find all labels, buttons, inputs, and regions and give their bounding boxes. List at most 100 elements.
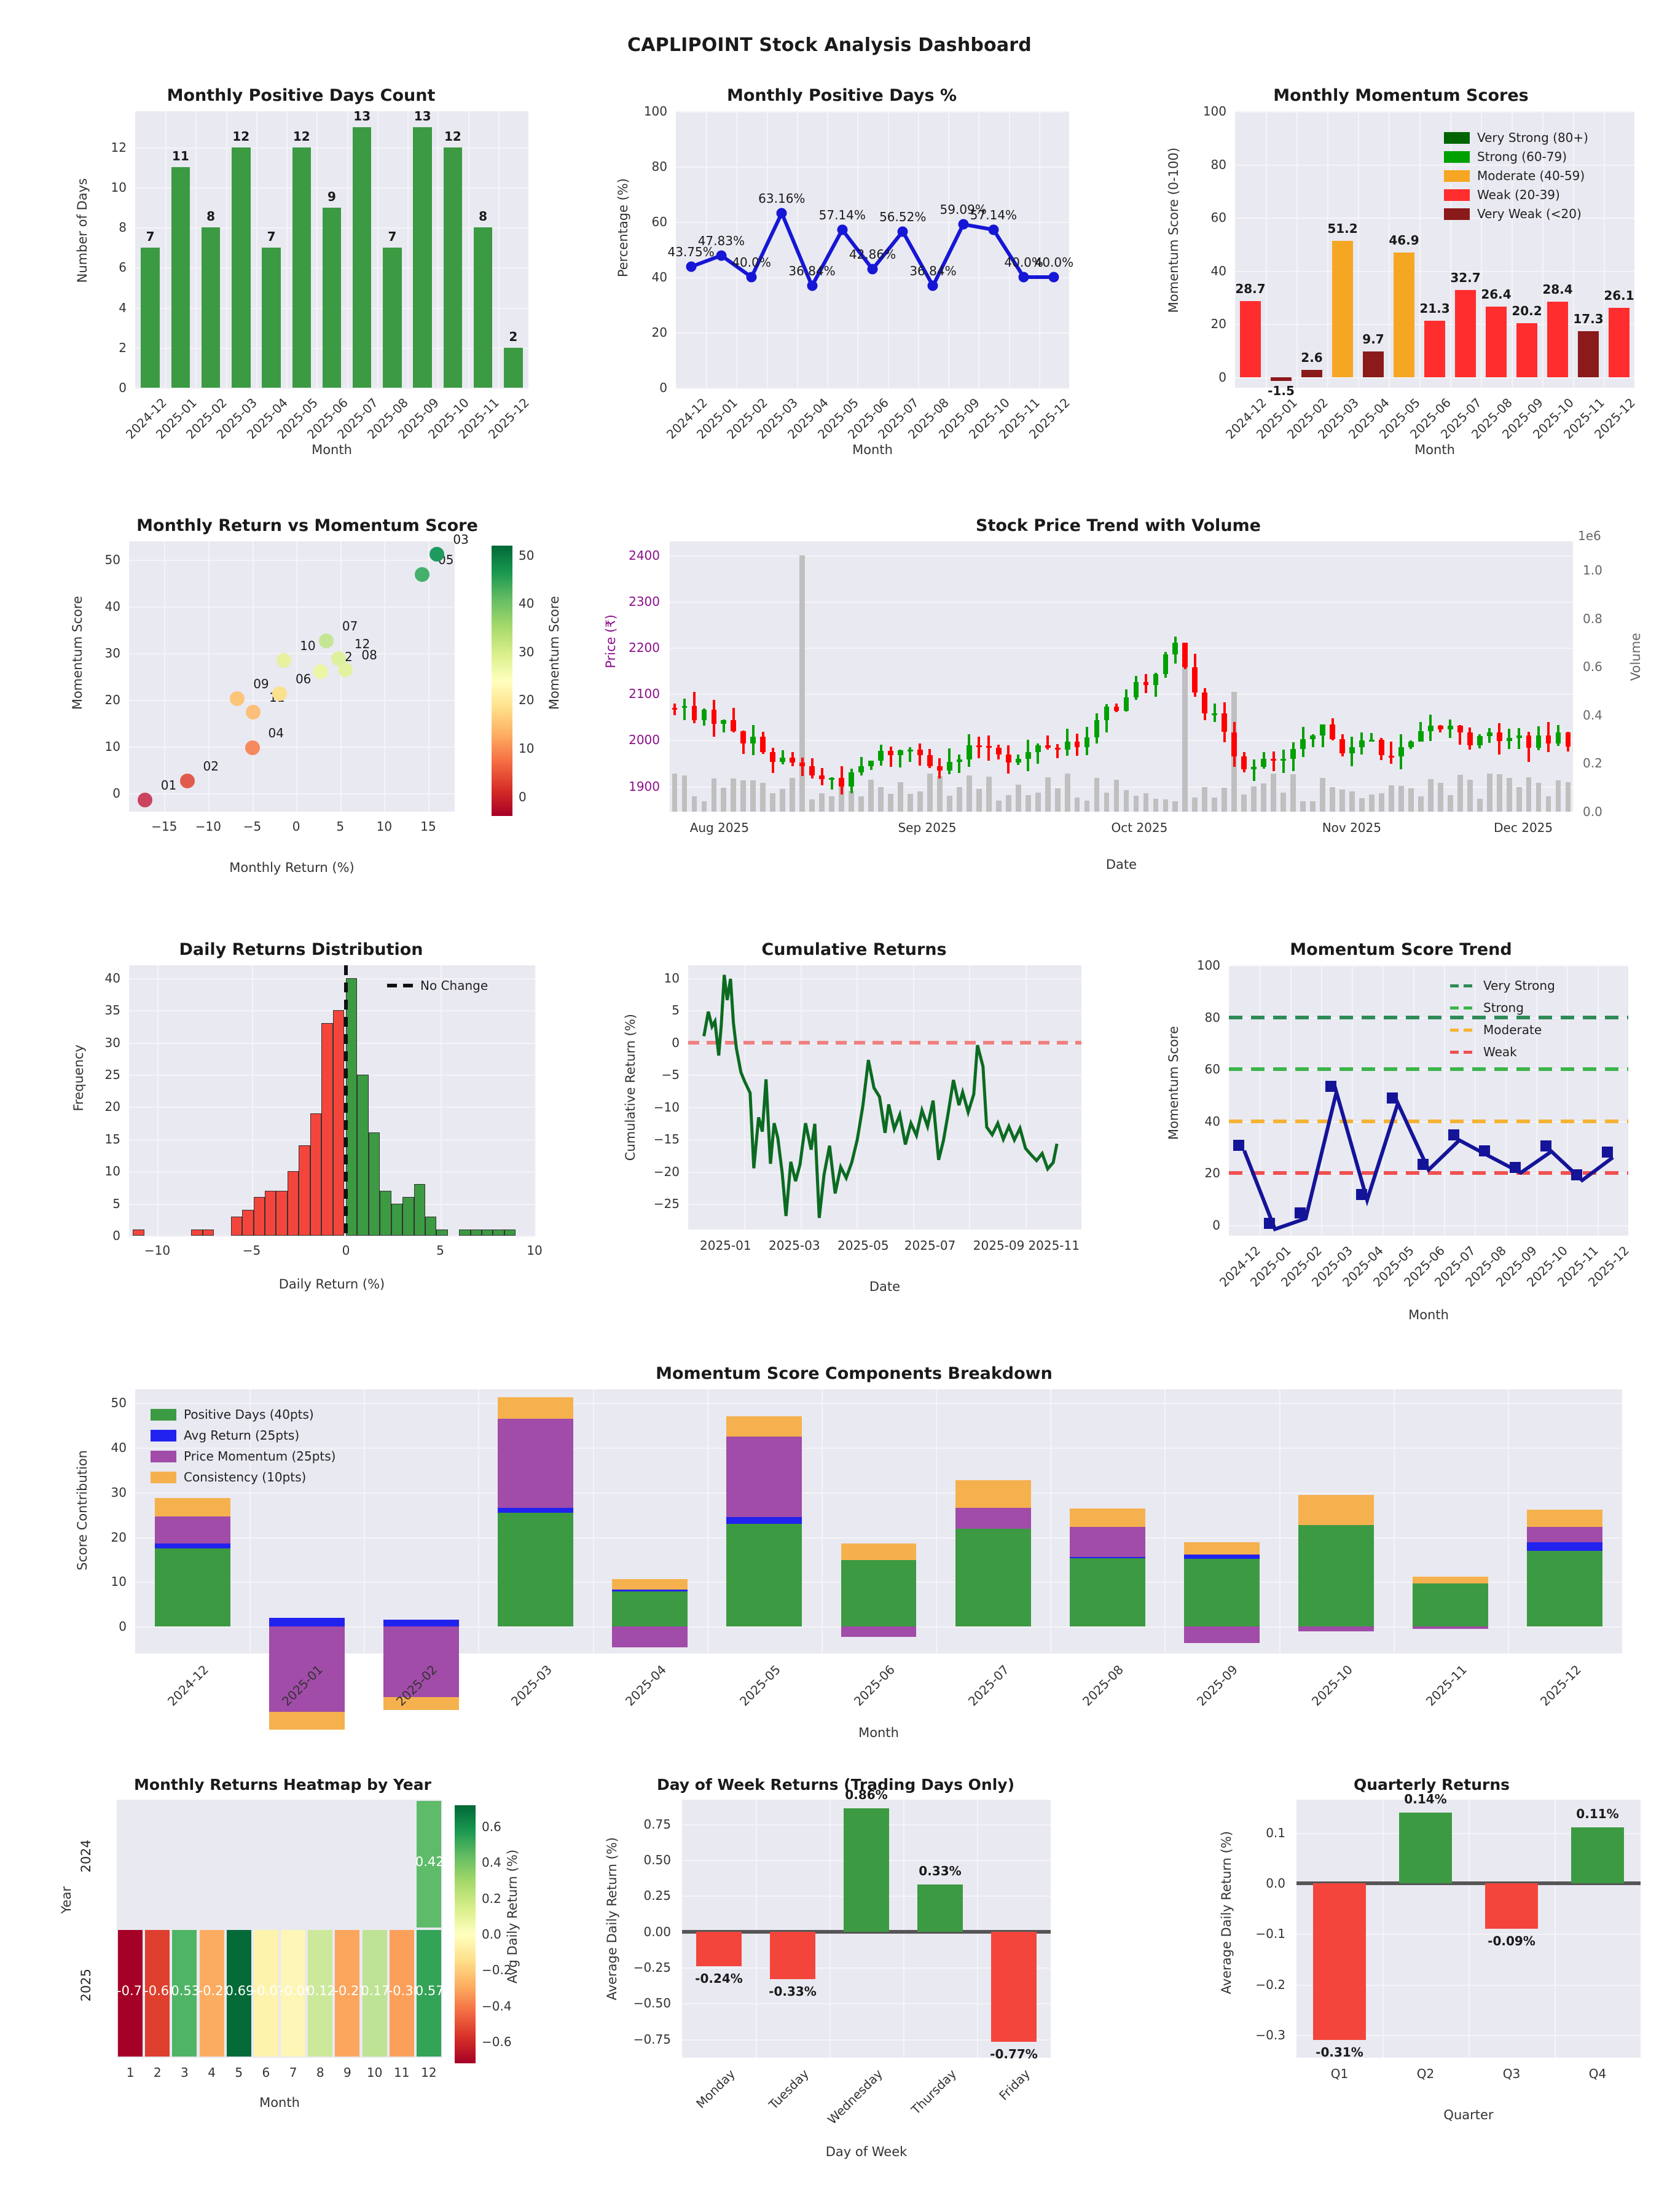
- y-tick-label: 40: [1204, 1113, 1220, 1129]
- y-tick-label: 2400: [629, 547, 660, 563]
- gridline-v: [347, 111, 348, 388]
- heatmap-cell: [118, 1801, 143, 1928]
- gridline-v: [377, 111, 378, 388]
- axis-label-x-count: Month: [312, 442, 352, 457]
- y-tick-label: 0: [1212, 1218, 1220, 1233]
- heatmap-cell-value: -0.25: [198, 1983, 232, 1998]
- gridline-v: [744, 965, 746, 1230]
- volume-bar: [1427, 779, 1433, 812]
- candle-body: [1281, 759, 1287, 761]
- candle-wick: [1321, 724, 1324, 747]
- volume-bar: [1261, 783, 1267, 812]
- legend-item: Consistency (10pts): [151, 1470, 335, 1484]
- gridline-v: [800, 965, 802, 1230]
- volume-bar: [1418, 796, 1424, 812]
- candle-body: [908, 749, 913, 751]
- volume-bar: [1467, 780, 1473, 812]
- candle-body: [1005, 755, 1011, 763]
- heatmap-cell: [118, 1930, 143, 2057]
- gridline-v: [1279, 1389, 1281, 1653]
- candle-body: [1418, 731, 1424, 742]
- histogram-bin: [332, 1010, 344, 1236]
- point-value-label: 36.84%: [909, 264, 957, 279]
- bar-value-label: 8: [206, 209, 216, 224]
- y-tick-label: 30: [104, 1035, 120, 1050]
- y-tick-label: 0.25: [643, 1888, 671, 1904]
- zero-reference-line: [688, 1040, 1081, 1045]
- data-point-marker: [1602, 1146, 1613, 1158]
- stacked-bar-segment: [154, 1548, 230, 1627]
- candle-wick: [889, 747, 892, 767]
- bar: [1609, 307, 1630, 377]
- gridline-v: [1604, 111, 1605, 388]
- gridline-v: [766, 111, 768, 388]
- bar: [1363, 351, 1384, 377]
- y-tick-label: 0.0: [1266, 1875, 1285, 1891]
- heatmap-col-label: 2: [153, 2065, 162, 2080]
- y-tick-label: 80: [1210, 157, 1226, 172]
- candle-body: [1261, 759, 1267, 767]
- y-tick-label: −15: [653, 1132, 680, 1147]
- data-point-marker: [1448, 1129, 1459, 1140]
- gridline-h: [688, 1139, 1081, 1141]
- volume-bar: [1123, 790, 1129, 812]
- gridline-h: [1235, 270, 1634, 272]
- heatmap-col-label: 7: [289, 2065, 297, 2080]
- heatmap-cell: [362, 1930, 387, 2057]
- gridline-v: [1266, 111, 1267, 388]
- bar-value-label: 46.9: [1389, 232, 1419, 248]
- volume-bar: [819, 793, 825, 812]
- heatmap-col-label: 12: [421, 2065, 437, 2080]
- scatter-point: [179, 773, 195, 788]
- y-tick-label: 80: [651, 159, 667, 174]
- panel-heatmap: Monthly Returns Heatmap by Year 0.42 -0.7…: [49, 1776, 520, 2169]
- y-tick-label: 2100: [629, 686, 660, 702]
- bar-value-label: 7: [388, 229, 397, 244]
- point-value-label: 40.0%: [1004, 255, 1043, 270]
- gridline-h: [676, 388, 1069, 389]
- candle-body: [966, 745, 972, 760]
- y-tick-label: −0.1: [1255, 1926, 1285, 1942]
- candle-body: [1516, 735, 1522, 739]
- x-tick-label: Dec 2025: [1494, 820, 1553, 835]
- panel-momentum-trend: Momentum Score Trend Momentum Score Mont…: [1155, 940, 1647, 1333]
- point-value-label: 47.83%: [697, 233, 745, 248]
- zero-axis-line: [682, 1929, 1051, 1934]
- y-tick-label: 40: [104, 599, 120, 614]
- volume-bar: [1045, 777, 1051, 812]
- gridline-v: [706, 111, 708, 388]
- histogram-bin: [321, 1023, 333, 1236]
- chart-title-heatmap: Monthly Returns Heatmap by Year: [134, 1776, 431, 1794]
- gridline-h: [1235, 218, 1634, 219]
- data-point: [927, 280, 938, 291]
- y-tick-label: 40: [111, 1440, 127, 1455]
- bar: [1398, 1812, 1453, 1883]
- chart-title-price-trend: Stock Price Trend with Volume: [976, 516, 1261, 535]
- gridline-h: [129, 746, 455, 748]
- stacked-bar-segment: [154, 1516, 230, 1543]
- bar-value-label: 12: [444, 128, 461, 144]
- bar: [1484, 1883, 1539, 1929]
- candle-body: [760, 736, 766, 752]
- plot-area-quarterly: -0.31% 0.14% -0.09% 0.11%: [1296, 1792, 1641, 2060]
- x-tick-label: 10: [527, 1243, 543, 1258]
- scatter-point: [338, 662, 353, 678]
- bar-value-label: -0.09%: [1488, 1934, 1535, 1948]
- gridline-h: [670, 786, 1573, 788]
- volume-bar: [691, 796, 697, 812]
- bar-value-label: -1.5: [1268, 383, 1295, 399]
- stacked-bar-segment: [726, 1437, 802, 1518]
- axis-label-x-price: Date: [1105, 857, 1137, 872]
- gridline-h: [682, 2003, 1051, 2005]
- gridline-v: [830, 1800, 831, 2058]
- heatmap-cell: [253, 1930, 278, 2057]
- candle-body: [1535, 735, 1542, 748]
- data-point-marker: [1387, 1092, 1398, 1104]
- heatmap-cell-value: 0.42: [415, 1854, 444, 1869]
- gridline-h: [135, 1537, 1622, 1539]
- bar-value-label: -0.31%: [1316, 2045, 1363, 2060]
- gridline-v: [165, 111, 167, 388]
- bar-value-label: 0.86%: [845, 1787, 888, 1802]
- data-point-marker: [1233, 1139, 1244, 1151]
- y2-tick-label: 0.2: [1583, 756, 1602, 771]
